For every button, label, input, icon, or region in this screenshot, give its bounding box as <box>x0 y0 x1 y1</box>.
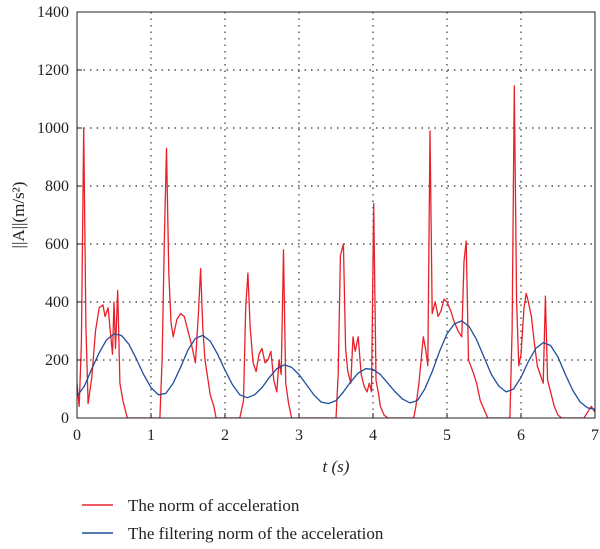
legend-label-2: The filtering norm of the acceleration <box>128 524 384 543</box>
y-tick-label: 1200 <box>37 62 69 79</box>
y-tick-label: 400 <box>45 294 69 311</box>
series-line-1 <box>77 85 595 418</box>
legend: The norm of acceleration The filtering no… <box>82 496 384 543</box>
tick-labels: 0 1 2 3 4 5 6 7 0 200 400 600 800 1000 1200 1400 <box>37 4 599 444</box>
legend-label-1: The norm of acceleration <box>128 496 300 515</box>
x-tick-label: 4 <box>369 427 377 444</box>
x-axis-label: t (s) <box>323 457 350 476</box>
x-tick-label: 3 <box>295 427 303 444</box>
ticks <box>76 11 596 419</box>
x-tick-label: 6 <box>517 427 525 444</box>
x-tick-label: 7 <box>591 427 599 444</box>
x-tick-label: 0 <box>73 427 81 444</box>
plot-frame <box>76 11 596 419</box>
y-tick-label: 1000 <box>37 120 69 137</box>
y-tick-label: 800 <box>45 178 69 195</box>
series-layer <box>77 85 595 418</box>
y-tick-label: 0 <box>61 410 69 427</box>
y-tick-label: 600 <box>45 236 69 253</box>
x-tick-label: 1 <box>147 427 155 444</box>
y-tick-label: 200 <box>45 352 69 369</box>
y-tick-label: 1400 <box>37 4 69 21</box>
grid <box>77 12 595 418</box>
series-line-2 <box>77 320 595 410</box>
x-tick-label: 5 <box>443 427 451 444</box>
x-tick-label: 2 <box>221 427 229 444</box>
y-axis-label: ||A||(m/s²) <box>9 182 28 249</box>
